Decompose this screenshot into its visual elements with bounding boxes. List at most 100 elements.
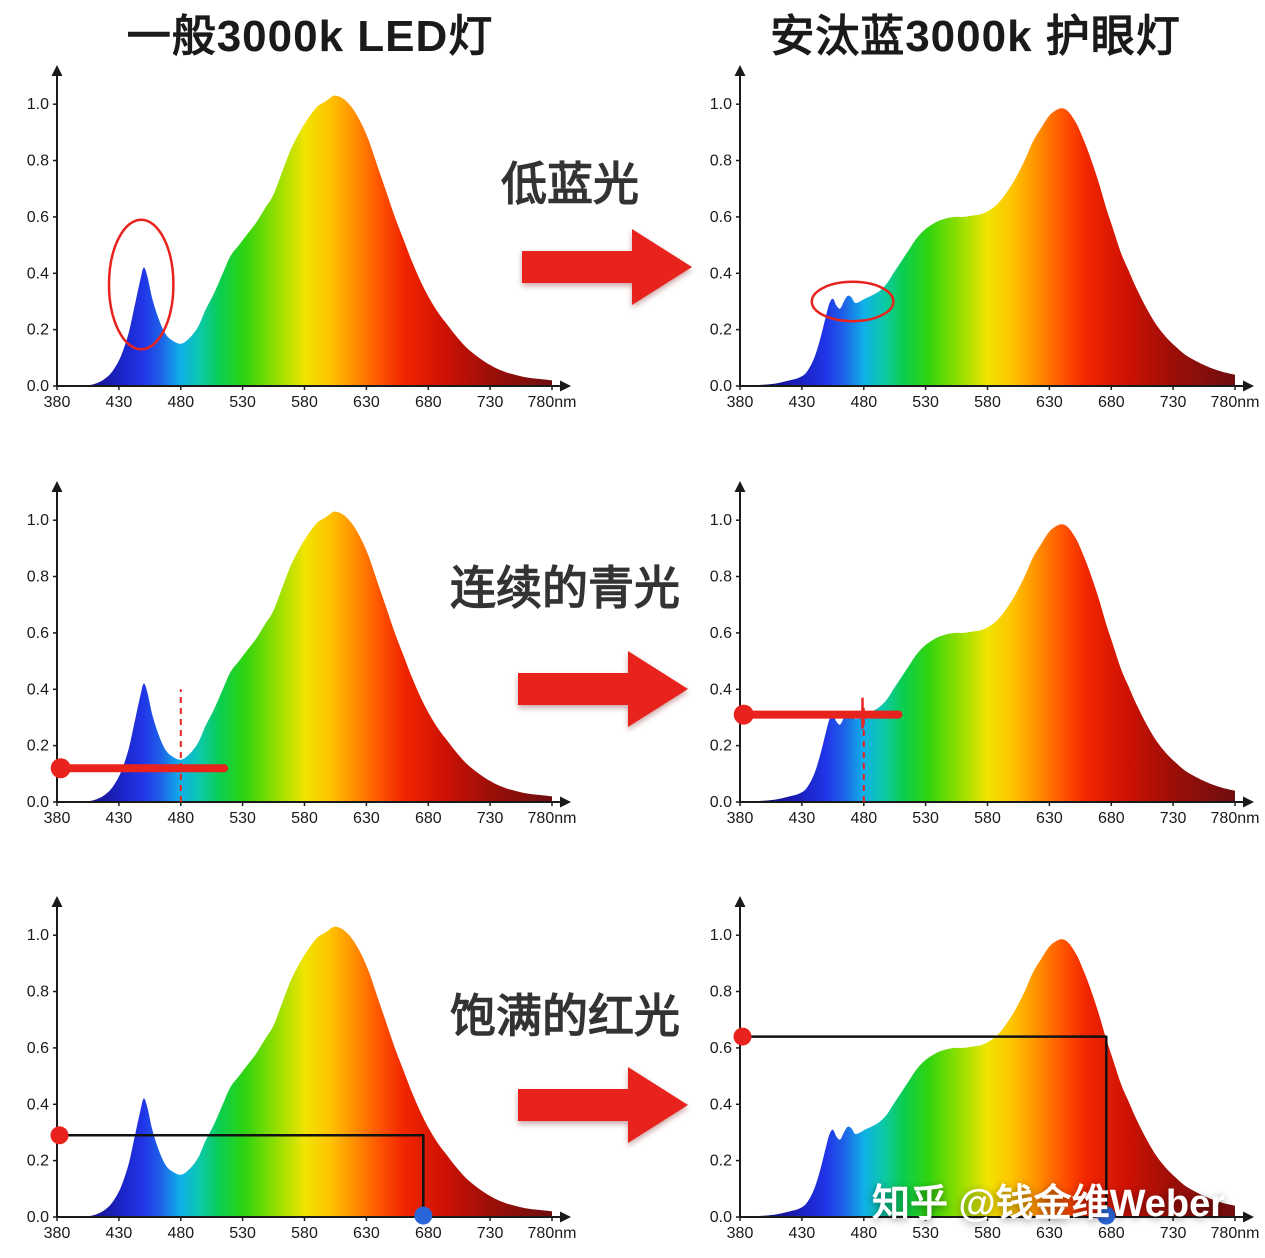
y-tick-label: 1.0 <box>27 512 49 529</box>
annotation-ellipse <box>107 218 175 351</box>
arrow-shape <box>518 1067 688 1143</box>
x-tick-label: 630 <box>353 810 380 827</box>
y-tick-label: 0.8 <box>27 569 49 586</box>
chart-eye-protect-row1: 380 430 480 530 580 630 680 730 780nm 0.0 0.2 0.4 0.… <box>688 62 1263 422</box>
x-tick-label: 730 <box>477 1225 504 1242</box>
y-tick-label: 1.0 <box>710 512 732 529</box>
row1-label-low-blue-light: 低蓝光 <box>501 158 639 210</box>
y-tick-label: 0.8 <box>27 984 49 1001</box>
x-tick-label: 580 <box>974 1225 1001 1242</box>
y-tick-label: 0.0 <box>27 794 49 811</box>
x-axis-arrow <box>1243 796 1254 808</box>
x-tick-label: 630 <box>1036 810 1063 827</box>
x-tick-label: 680 <box>1098 810 1125 827</box>
x-tick-label: 530 <box>912 1225 939 1242</box>
x-tick-label: 630 <box>353 1225 380 1242</box>
x-tick-label: 630 <box>1036 394 1063 411</box>
y-tick-label: 0.0 <box>710 378 732 395</box>
x-tick-label: 680 <box>1098 394 1125 411</box>
x-axis-arrow <box>560 796 571 808</box>
x-tick-label: 380 <box>727 810 754 827</box>
x-tick-label: 480 <box>167 1225 194 1242</box>
arrow-shape <box>522 229 692 305</box>
x-tick-label: 730 <box>1160 394 1187 411</box>
x-tick-label: 780nm <box>1211 394 1260 411</box>
y-tick-label: 0.4 <box>710 1096 732 1113</box>
x-tick-label: 680 <box>415 810 442 827</box>
y-tick-label: 0.4 <box>27 1096 49 1113</box>
x-tick-label: 430 <box>106 394 133 411</box>
x-tick-label: 530 <box>229 1225 256 1242</box>
x-tick-label: 380 <box>44 1225 71 1242</box>
y-tick-label: 0.2 <box>27 738 49 755</box>
chart-ordinary-led-row1: 380 430 480 530 580 630 680 730 780nm 0.0 0.2 0.4 0.… <box>5 62 580 422</box>
right-arrow-icon <box>518 1064 690 1146</box>
spectrum-area <box>57 511 552 802</box>
spectrum-svg: 380 430 480 530 580 630 680 730 780nm 0.0 0.2 0.4 0.… <box>27 896 576 1242</box>
spectrum-svg: 380 430 480 530 580 630 680 730 780nm 0.0 0.2 0.4 0.… <box>710 481 1260 827</box>
annotation-dot <box>414 1206 433 1225</box>
x-tick-label: 380 <box>44 810 71 827</box>
y-tick-label: 0.2 <box>710 738 732 755</box>
x-tick-label: 580 <box>291 1225 318 1242</box>
x-axis-arrow <box>1243 1211 1254 1223</box>
y-tick-label: 0.6 <box>27 1040 49 1057</box>
y-tick-label: 0.2 <box>27 1153 49 1170</box>
x-tick-label: 530 <box>229 394 256 411</box>
x-tick-label: 480 <box>850 1225 877 1242</box>
annotation-dot <box>50 758 71 779</box>
x-axis-arrow <box>1243 380 1254 392</box>
x-tick-label: 530 <box>912 394 939 411</box>
y-tick-label: 0.4 <box>27 681 49 698</box>
y-tick-label: 0.8 <box>710 569 732 586</box>
x-tick-label: 730 <box>477 810 504 827</box>
row2-label-continuous-cyan-light: 连续的青光 <box>450 562 680 614</box>
x-tick-label: 680 <box>415 1225 442 1242</box>
spectrum-area <box>740 524 1235 802</box>
x-tick-label: 530 <box>229 810 256 827</box>
y-axis-arrow <box>734 481 746 492</box>
spectrum-svg: 380 430 480 530 580 630 680 730 780nm 0.0 0.2 0.4 0.… <box>710 896 1259 1242</box>
annotation-ellipse <box>810 280 895 323</box>
y-tick-label: 1.0 <box>710 927 732 944</box>
spectrum-svg: 380 430 480 530 580 630 680 730 780nm 0.0 0.2 0.4 0.… <box>27 481 576 827</box>
x-tick-label: 480 <box>850 394 877 411</box>
x-tick-label: 430 <box>106 810 133 827</box>
y-tick-label: 0.0 <box>27 378 49 395</box>
y-tick-label: 0.6 <box>710 209 732 226</box>
y-tick-label: 0.6 <box>710 625 732 642</box>
x-tick-label: 630 <box>353 394 380 411</box>
annotation-dot <box>733 704 754 725</box>
x-tick-label: 430 <box>106 1225 133 1242</box>
y-tick-label: 1.0 <box>27 927 49 944</box>
y-tick-label: 0.0 <box>710 1209 732 1226</box>
arrow-svg <box>518 1067 688 1143</box>
x-tick-label: 430 <box>789 1225 816 1242</box>
arrow-svg <box>522 229 692 305</box>
x-tick-label: 580 <box>974 394 1001 411</box>
x-tick-label: 730 <box>1160 810 1187 827</box>
y-tick-label: 0.2 <box>710 322 732 339</box>
x-axis-arrow <box>560 1211 571 1223</box>
spectrum-svg: 380 430 480 530 580 630 680 730 780nm 0.0 0.2 0.4 0.… <box>27 65 576 411</box>
y-tick-label: 1.0 <box>710 96 732 113</box>
spectrum-area <box>740 108 1235 386</box>
y-tick-label: 0.2 <box>710 1153 732 1170</box>
annotation-dot <box>1097 1206 1116 1225</box>
x-tick-label: 780nm <box>1211 810 1260 827</box>
x-tick-label: 430 <box>789 394 816 411</box>
chart-ordinary-led-row2: 380 430 480 530 580 630 680 730 780nm 0.0 0.2 0.4 0.… <box>5 478 580 838</box>
y-tick-label: 0.0 <box>710 794 732 811</box>
chart-eye-protect-row3: 380 430 480 530 580 630 680 730 780nm 0.0 0.2 0.4 0.… <box>688 893 1263 1253</box>
x-tick-label: 730 <box>1160 1225 1187 1242</box>
x-tick-label: 380 <box>727 394 754 411</box>
arrow-shape <box>518 651 688 727</box>
x-tick-label: 480 <box>167 394 194 411</box>
y-tick-label: 0.6 <box>27 625 49 642</box>
annotation-dot <box>50 1126 69 1145</box>
y-tick-label: 0.2 <box>27 322 49 339</box>
left-column-title: 一般3000k LED灯 <box>126 12 494 61</box>
y-tick-label: 0.8 <box>27 153 49 170</box>
y-axis-arrow <box>734 896 746 907</box>
